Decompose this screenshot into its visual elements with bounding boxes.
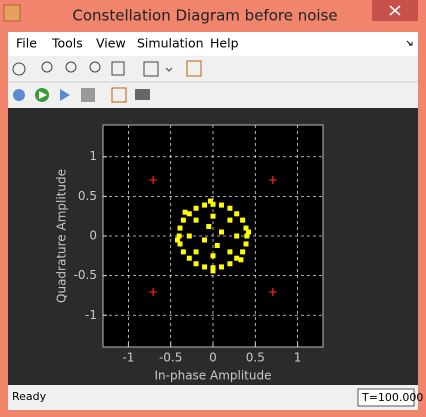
step-forward-icon[interactable]	[60, 89, 70, 101]
reference-point	[149, 175, 158, 184]
zoom-x-icon[interactable]	[65, 61, 77, 73]
y-tick-label: -1	[85, 308, 97, 322]
highlight-icon[interactable]	[111, 87, 127, 103]
received-point	[210, 201, 216, 207]
received-point	[227, 249, 233, 255]
run-glyph	[39, 91, 47, 99]
received-point	[186, 255, 192, 261]
x-tick-label: -1	[122, 351, 134, 365]
status-text: Ready	[12, 390, 47, 403]
menu-item[interactable]: Simulation	[137, 36, 204, 51]
step-back-icon[interactable]	[13, 89, 25, 101]
dropdown-icon[interactable]	[165, 67, 173, 72]
received-point	[210, 265, 216, 271]
received-point	[206, 223, 212, 229]
menu-item[interactable]: File	[16, 36, 37, 51]
x-tick-label: 1	[294, 351, 302, 365]
status-bar	[8, 386, 418, 410]
received-point	[207, 198, 213, 204]
reference-point	[268, 175, 277, 184]
menu-item[interactable]: Tools	[51, 36, 83, 51]
app-icon	[3, 4, 21, 22]
window-title: Constellation Diagram before noise	[72, 7, 337, 25]
received-point	[218, 229, 224, 235]
received-point	[210, 213, 216, 219]
legend-icon[interactable]	[186, 60, 202, 77]
received-point	[186, 211, 192, 217]
received-point	[193, 249, 199, 255]
toolbar-2	[13, 87, 150, 103]
received-point	[218, 264, 224, 270]
received-point	[210, 268, 216, 274]
plot: -1 -0.5 0 0.5 1 -1 -0.5 0 0.5 1 In-phase Amplitude…	[55, 124, 324, 383]
received-point	[202, 264, 208, 270]
received-point	[177, 225, 183, 231]
dock-icon[interactable]	[406, 40, 413, 46]
autoscale-icon[interactable]	[143, 61, 159, 77]
received-point	[193, 205, 199, 211]
close-icon	[389, 5, 401, 16]
x-tick-label: -0.5	[159, 351, 182, 365]
x-axis-label: In-phase Amplitude	[155, 369, 272, 383]
received-point	[210, 253, 216, 259]
received-point	[243, 225, 249, 231]
received-point	[177, 241, 183, 247]
received-point	[240, 217, 246, 223]
time-box	[357, 388, 415, 407]
received-point	[193, 261, 199, 267]
reference-point	[268, 288, 277, 297]
reference-point	[149, 288, 158, 297]
received-point	[238, 257, 244, 263]
received-point	[214, 243, 220, 249]
x-tick-label: 0.5	[246, 351, 265, 365]
received-point	[240, 249, 246, 255]
y-axis-label: Quadrature Amplitude	[55, 169, 69, 303]
received-point	[243, 241, 249, 247]
zoom-in-icon[interactable]	[41, 61, 53, 73]
menu-item[interactable]: Help	[210, 36, 239, 51]
received-point	[174, 237, 180, 243]
snapshot-icon[interactable]	[135, 89, 150, 100]
toolbar-1	[12, 60, 202, 77]
menu-bar	[8, 32, 418, 56]
received-point	[180, 217, 186, 223]
received-point	[218, 202, 224, 208]
received-point	[180, 249, 186, 255]
received-point	[176, 233, 182, 239]
received-point	[202, 237, 208, 243]
received-point	[182, 209, 188, 215]
y-tick-label: 0	[89, 229, 97, 243]
received-point	[202, 202, 208, 208]
received-point	[186, 233, 192, 239]
y-tick-label: 1	[89, 149, 97, 163]
x-tick-label: 0	[209, 351, 217, 365]
received-point	[234, 255, 240, 261]
received-point	[234, 211, 240, 217]
zoom-y-icon[interactable]	[89, 61, 101, 73]
received-point	[227, 205, 233, 211]
y-tick-label: -0.5	[74, 268, 97, 282]
pan-icon[interactable]	[111, 61, 125, 76]
received-point	[234, 233, 240, 239]
menu: File Tools View Simulation Help	[16, 36, 239, 51]
time-text: T=100.000	[361, 391, 423, 404]
received-point	[227, 217, 233, 223]
settings-icon[interactable]	[12, 62, 26, 76]
received-point	[193, 217, 199, 223]
menu-item[interactable]: View	[96, 36, 126, 51]
received-point	[246, 229, 252, 235]
received-point	[244, 233, 250, 239]
y-tick-label: 0.5	[78, 189, 97, 203]
received-point	[227, 261, 233, 267]
stop-icon[interactable]	[81, 88, 95, 102]
